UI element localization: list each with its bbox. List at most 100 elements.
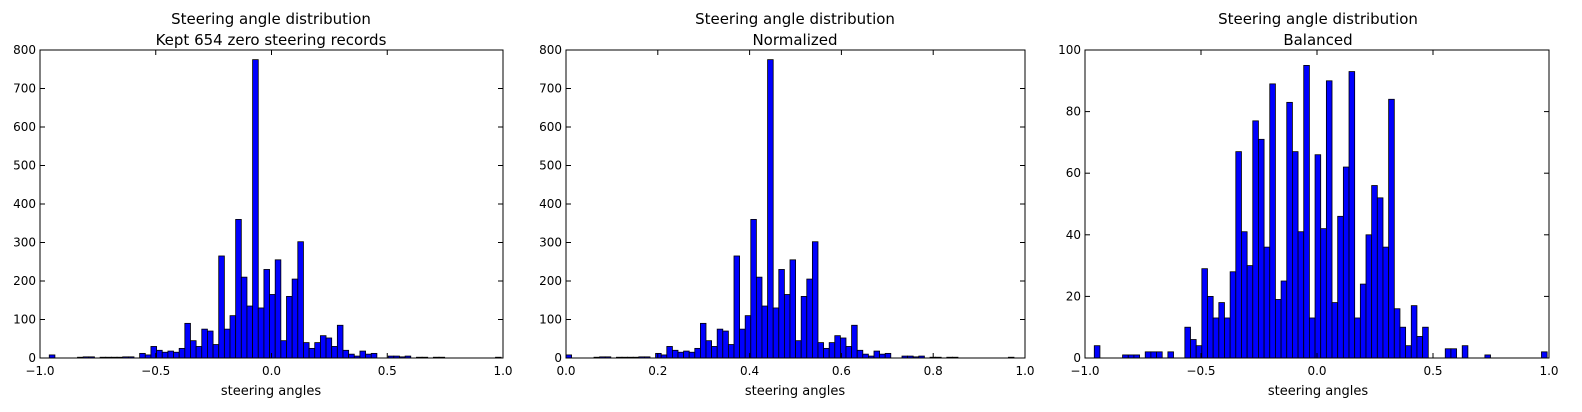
histogram-bar — [851, 324, 858, 359]
histogram-bar — [359, 350, 366, 359]
histogram-bar — [342, 349, 350, 359]
histogram-bar — [1450, 348, 1457, 359]
histogram-bar — [139, 352, 146, 359]
y-tick-label: 100 — [539, 313, 562, 327]
x-tick-label: 1.0 — [1015, 364, 1034, 378]
histogram-bar — [1252, 120, 1259, 359]
histogram-bar — [1382, 246, 1390, 359]
histogram-bar — [240, 276, 248, 359]
histogram-bar — [314, 342, 321, 359]
histogram-bar — [755, 276, 763, 359]
y-tick-label: 800 — [539, 43, 562, 57]
histogram-bar — [1405, 345, 1412, 359]
histogram-bar — [173, 351, 180, 359]
histogram-bar — [811, 241, 819, 359]
histogram-bar — [325, 337, 333, 359]
histogram-bar — [1331, 302, 1339, 359]
y-tick-label: 300 — [539, 236, 562, 250]
histogram-bar — [161, 351, 169, 359]
histogram-bar — [1190, 339, 1197, 359]
histogram-bar — [1308, 317, 1316, 359]
x-axis-label: steering angles — [221, 384, 322, 399]
histogram-bar — [370, 352, 378, 359]
histogram-bar — [1410, 305, 1418, 359]
histogram-bar — [1393, 308, 1401, 359]
histogram-bar — [195, 346, 203, 359]
histogram-bar — [823, 347, 830, 359]
y-tick-label: 0 — [28, 351, 36, 365]
histogram-bar — [156, 349, 163, 359]
histogram-bar — [167, 350, 174, 359]
histogram-bar — [212, 344, 220, 359]
histogram-bar — [862, 353, 869, 359]
histogram-bar — [884, 352, 892, 359]
histogram-bar — [1167, 351, 1174, 359]
histogram-bar — [744, 315, 752, 359]
y-tick-label: 0 — [554, 351, 562, 365]
histogram-bar — [1144, 351, 1152, 359]
histogram-bar — [1246, 265, 1254, 359]
y-tick-label: 500 — [13, 159, 36, 173]
histogram-bar — [1292, 151, 1299, 359]
histogram-bar — [739, 328, 746, 359]
histogram-bar — [201, 328, 208, 359]
y-tick-label: 200 — [539, 274, 562, 288]
histogram-bar — [184, 322, 191, 359]
histogram-bar — [711, 346, 718, 359]
x-axis-label: steering angles — [1268, 384, 1369, 399]
y-tick-label: 700 — [13, 82, 36, 96]
histogram-bar — [834, 335, 841, 359]
histogram-bar — [297, 241, 304, 359]
chart-title-line2: Balanced — [1283, 31, 1352, 49]
histogram-bar — [845, 346, 852, 359]
histogram-bar — [1541, 351, 1548, 359]
x-tick-label: −1.0 — [1070, 364, 1099, 378]
histogram-bar — [1303, 65, 1310, 359]
histogram-bar — [1207, 295, 1214, 359]
histogram-bar — [1365, 234, 1373, 359]
histogram-bar — [336, 324, 344, 359]
histogram-bar — [817, 342, 824, 359]
chart-title-line1: Steering angle distribution — [695, 10, 895, 28]
y-tick-label: 20 — [1066, 289, 1081, 303]
x-axis-label: steering angles — [745, 384, 846, 399]
x-tick-label: 0.0 — [556, 364, 575, 378]
histogram-bar — [1371, 185, 1378, 359]
histogram-bar — [303, 342, 310, 359]
y-tick-label: 100 — [1058, 43, 1081, 57]
histogram-balanced-chart: Steering angle distribution Balanced ste… — [1058, 10, 1558, 399]
histogram-bar — [800, 295, 808, 359]
histogram-bar — [1212, 317, 1220, 359]
histogram-bar — [677, 351, 684, 359]
histogram-bar — [1388, 98, 1395, 359]
x-tick-label: 0.5 — [1423, 364, 1442, 378]
histogram-raw-chart: Steering angle distribution Kept 654 zer… — [13, 10, 512, 399]
histogram-bar — [1093, 345, 1101, 359]
x-tick-label: −0.5 — [141, 364, 170, 378]
histogram-bar — [1269, 83, 1276, 359]
histogram-bar — [319, 335, 327, 359]
histogram-bar — [727, 344, 735, 359]
histogram-bar — [1399, 326, 1407, 359]
histogram-bar — [1224, 317, 1231, 359]
histogram-bar — [789, 259, 796, 359]
x-tick-label: 0.6 — [832, 364, 851, 378]
histogram-bar — [348, 353, 355, 359]
histogram-bar — [1354, 317, 1361, 359]
histogram-bar — [263, 269, 270, 359]
chart-title-line2: Kept 654 zero steering records — [156, 31, 387, 49]
y-tick-label: 200 — [13, 274, 36, 288]
x-tick-label: 0.4 — [740, 364, 759, 378]
histogram-bar — [207, 330, 214, 359]
histogram-bar — [1150, 351, 1157, 359]
histogram-bar — [733, 255, 740, 359]
y-tick-label: 800 — [13, 43, 36, 57]
histogram-bar — [1241, 231, 1248, 359]
histogram-bar — [688, 351, 696, 359]
histogram-bar — [1422, 326, 1429, 359]
y-tick-label: 700 — [539, 82, 562, 96]
histogram-bar — [694, 347, 701, 359]
histogram-bar — [722, 330, 729, 359]
histogram-bar — [1201, 268, 1208, 359]
